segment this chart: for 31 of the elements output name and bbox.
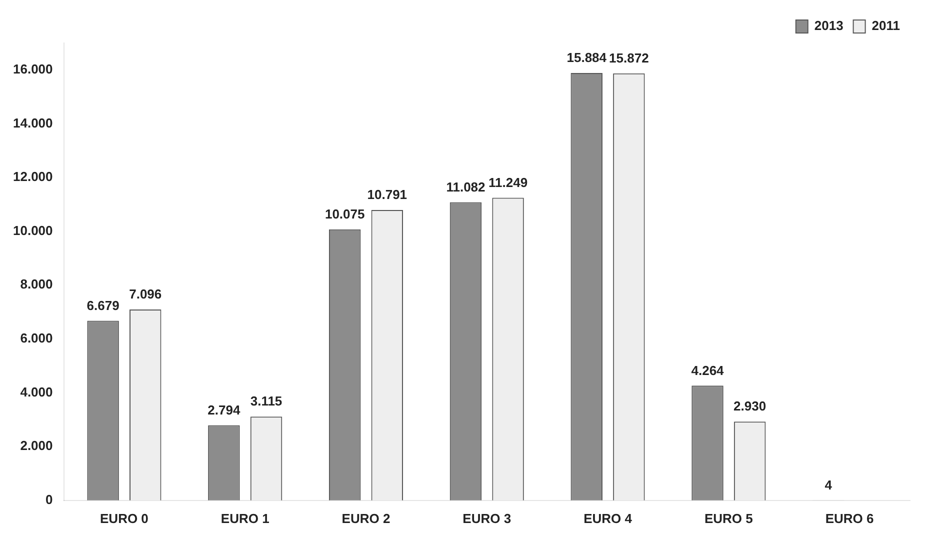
data-label: 3.115 [250, 394, 282, 409]
y-tick-label: 8.000 [20, 276, 53, 292]
y-tick-label: 14.000 [12, 115, 53, 130]
data-label: 10.075 [324, 206, 365, 222]
x-tick-label: EURO 5 [704, 510, 753, 526]
data-label: 10.791 [367, 187, 408, 202]
data-label: 4.264 [691, 362, 725, 378]
data-label: 11.249 [488, 174, 528, 190]
data-label: 4 [824, 477, 833, 492]
y-tick-label: 12.000 [12, 169, 53, 184]
data-label: 7.096 [129, 286, 162, 302]
data-label: 2.794 [208, 402, 241, 418]
x-tick-label: EURO 3 [462, 510, 512, 526]
x-tick-label: EURO 0 [100, 510, 148, 526]
y-tick-label: 0 [46, 492, 53, 507]
y-tick-label: 2.000 [20, 438, 53, 454]
data-label: 15.872 [609, 50, 649, 66]
x-tick-label: EURO 2 [342, 510, 390, 526]
data-label: 2.930 [734, 398, 766, 414]
y-tick-label: 4.000 [20, 384, 53, 400]
legend-label: 2011 [872, 18, 900, 34]
legend-label: 2013 [814, 18, 844, 34]
x-tick-label: EURO 4 [584, 510, 633, 526]
y-tick-label: 6.000 [20, 330, 53, 346]
x-tick-label: EURO 1 [220, 510, 270, 526]
data-label: 6.679 [86, 298, 120, 313]
y-tick-label: 16.000 [12, 61, 53, 76]
y-tick-label: 10.000 [12, 222, 53, 238]
data-label: 11.082 [446, 179, 486, 194]
x-tick-label: EURO 6 [825, 510, 874, 526]
data-label: 15.884 [566, 50, 608, 66]
